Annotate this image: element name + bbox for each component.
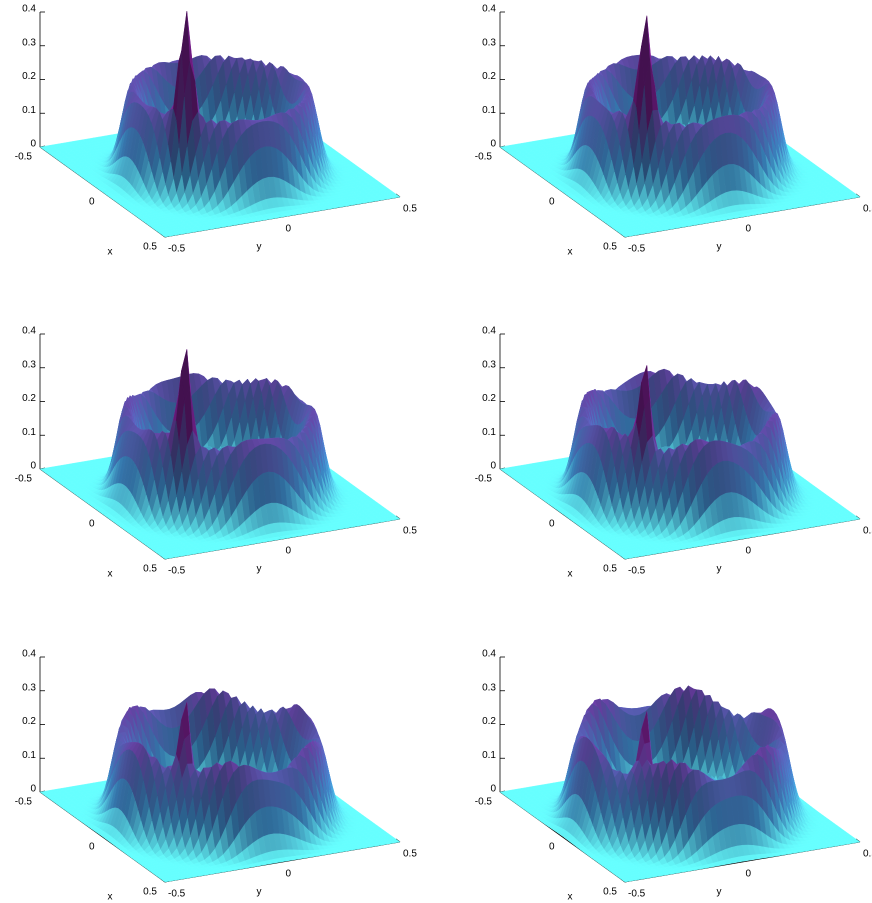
z-tick-label: 0.4: [22, 4, 36, 15]
figure: 0 0.1 0.2 0.3 0.4 -0.5 0 0.5 -0.5 0 0.5 x y 0 0.1 0.2 0.…: [0, 0, 872, 903]
subplot: 0 0.1 0.2 0.3 0.4 -0.5 0 0.5 -0.5 0 0.5 x y: [15, 4, 418, 258]
z-tick-label: 0.1: [22, 427, 36, 438]
x-tick-label: 0: [89, 519, 95, 530]
y-axis-label: y: [717, 242, 722, 253]
x-tick-label: 0.5: [143, 242, 157, 253]
z-tick-label: 0.3: [482, 37, 496, 48]
y-tick-label: -0.5: [168, 244, 186, 255]
z-tick-label: 0.2: [22, 71, 36, 82]
x-tick-label: -0.5: [15, 152, 33, 163]
y-tick-label: 0: [286, 546, 292, 557]
x-axis-label: x: [108, 569, 113, 580]
x-tick-label: 0.5: [603, 242, 617, 253]
z-tick-label: 0.3: [22, 37, 36, 48]
z-tick-label: 0.2: [22, 393, 36, 404]
x-tick-label: 0: [549, 197, 555, 208]
z-tick-label: 0.1: [22, 105, 36, 116]
z-tick-label: 0.4: [22, 326, 36, 337]
y-tick-label: 0.5: [863, 204, 872, 215]
y-tick-label: -0.5: [628, 244, 646, 255]
y-tick-label: 0: [746, 224, 752, 235]
x-tick-label: 0.5: [143, 564, 157, 575]
y-axis-label: y: [257, 564, 262, 575]
y-axis-label: y: [257, 242, 262, 253]
z-tick-label: 0: [30, 461, 36, 472]
y-tick-label: 0: [286, 224, 292, 235]
subplot: 0 0.1 0.2 0.3 0.4 -0.5 0 0.5 -0.5 0 0.5 x y: [15, 326, 418, 580]
x-tick-label: 0: [89, 197, 95, 208]
y-tick-label: 0.5: [403, 526, 417, 537]
x-tick-label: -0.5: [15, 474, 33, 485]
z-tick-label: 0.2: [482, 71, 496, 82]
y-tick-label: -0.5: [168, 566, 186, 577]
z-tick-label: 0: [30, 139, 36, 150]
z-tick-label: 0.4: [482, 4, 496, 15]
z-tick-label: 0: [490, 139, 496, 150]
y-tick-label: 0.5: [403, 204, 417, 215]
x-axis-label: x: [108, 247, 113, 258]
x-tick-label: -0.5: [475, 152, 493, 163]
x-axis-label: x: [568, 247, 573, 258]
subplot: 0 0.1 0.2 0.3 0.4 -0.5 0 0.5 -0.5 0 0.5 x y: [475, 4, 872, 258]
z-tick-label: 0.3: [22, 359, 36, 370]
z-tick-label: 0.1: [482, 105, 496, 116]
